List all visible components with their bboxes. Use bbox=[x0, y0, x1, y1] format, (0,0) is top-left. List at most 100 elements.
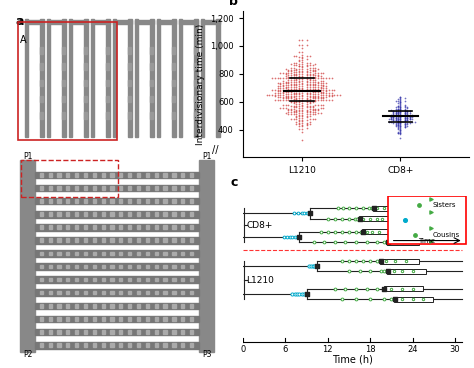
Bar bbox=[66, 278, 69, 282]
Bar bbox=[146, 317, 149, 321]
Bar bbox=[155, 225, 158, 229]
Point bbox=[394, 122, 402, 128]
Point bbox=[293, 114, 301, 120]
Bar bbox=[173, 278, 175, 282]
Point bbox=[392, 122, 400, 128]
Bar bbox=[110, 291, 114, 294]
Point bbox=[409, 286, 417, 292]
Point bbox=[282, 71, 290, 77]
Point bbox=[314, 91, 322, 96]
Point bbox=[317, 89, 325, 95]
Point bbox=[311, 86, 319, 92]
Point bbox=[391, 296, 399, 302]
Point bbox=[279, 102, 287, 108]
Point bbox=[295, 57, 303, 63]
Point bbox=[392, 112, 400, 118]
Point bbox=[303, 72, 311, 78]
Point bbox=[331, 229, 338, 235]
Point bbox=[377, 268, 384, 274]
Bar bbox=[190, 251, 193, 255]
Point bbox=[394, 118, 402, 124]
Point bbox=[394, 109, 402, 115]
Point bbox=[406, 114, 414, 120]
Point bbox=[374, 239, 381, 245]
Bar bbox=[66, 199, 69, 203]
Bar bbox=[119, 330, 122, 334]
Bar bbox=[40, 278, 43, 282]
Point bbox=[319, 75, 327, 81]
Point bbox=[309, 106, 317, 112]
Bar bbox=[57, 330, 61, 334]
Point bbox=[374, 216, 381, 222]
Point bbox=[317, 229, 324, 235]
Point bbox=[397, 96, 404, 102]
Point bbox=[397, 118, 404, 124]
Point bbox=[293, 76, 301, 82]
Point bbox=[298, 85, 306, 91]
Bar bbox=[172, 96, 175, 102]
Point bbox=[305, 210, 312, 216]
Point bbox=[282, 81, 290, 86]
Bar bbox=[106, 79, 109, 86]
Bar bbox=[66, 343, 69, 347]
Point bbox=[394, 116, 402, 122]
Point bbox=[319, 78, 327, 84]
Point bbox=[390, 268, 397, 274]
Bar bbox=[128, 199, 131, 203]
Point bbox=[404, 115, 411, 121]
Point bbox=[387, 117, 395, 123]
Point bbox=[282, 73, 290, 79]
Bar bbox=[173, 238, 175, 242]
Point bbox=[282, 106, 290, 112]
Point bbox=[298, 113, 306, 119]
Point bbox=[312, 263, 319, 269]
Bar bbox=[150, 79, 153, 86]
Point bbox=[296, 291, 303, 297]
Point bbox=[290, 104, 298, 110]
Bar bbox=[173, 225, 175, 229]
Bar bbox=[36, 250, 199, 257]
Bar bbox=[181, 330, 184, 334]
Point bbox=[303, 56, 311, 62]
Bar bbox=[40, 330, 43, 334]
Point bbox=[401, 103, 409, 109]
Bar bbox=[181, 225, 184, 229]
Point bbox=[397, 124, 404, 130]
Bar bbox=[119, 238, 122, 242]
Point bbox=[325, 90, 333, 96]
Bar bbox=[20, 160, 36, 352]
Point bbox=[306, 53, 314, 59]
Bar bbox=[40, 212, 43, 216]
Bar bbox=[137, 225, 140, 229]
Point bbox=[342, 286, 349, 292]
Point bbox=[311, 88, 319, 93]
Point bbox=[331, 239, 338, 245]
Point bbox=[345, 205, 353, 211]
Bar bbox=[128, 291, 131, 294]
Bar bbox=[57, 291, 61, 294]
Point bbox=[411, 232, 419, 238]
Point bbox=[293, 121, 301, 127]
Bar bbox=[172, 47, 175, 54]
Bar bbox=[119, 225, 122, 229]
Point bbox=[397, 101, 404, 107]
Bar bbox=[190, 186, 193, 190]
Point bbox=[404, 108, 411, 114]
Point bbox=[298, 63, 306, 68]
Point bbox=[357, 229, 365, 235]
Point bbox=[309, 93, 317, 99]
Bar bbox=[66, 330, 69, 334]
Point bbox=[397, 129, 404, 135]
Point bbox=[282, 82, 290, 88]
Point bbox=[284, 77, 292, 82]
Bar bbox=[36, 211, 199, 217]
Bar bbox=[66, 317, 69, 321]
Point bbox=[293, 103, 301, 109]
Point bbox=[293, 107, 301, 113]
Point bbox=[317, 94, 325, 100]
Bar bbox=[173, 186, 175, 190]
Bar bbox=[110, 186, 114, 190]
Bar bbox=[110, 278, 114, 282]
Point bbox=[309, 84, 317, 90]
Point bbox=[397, 97, 404, 103]
